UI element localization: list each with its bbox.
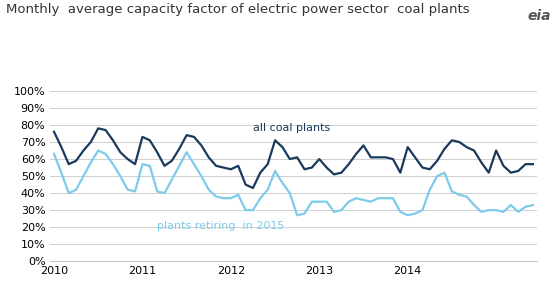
Text: plants retiring  in 2015: plants retiring in 2015 bbox=[157, 221, 285, 231]
Text: Monthly  average capacity factor of electric power sector  coal plants: Monthly average capacity factor of elect… bbox=[6, 3, 469, 16]
Text: all coal plants: all coal plants bbox=[253, 123, 330, 133]
Text: eia: eia bbox=[527, 9, 551, 22]
